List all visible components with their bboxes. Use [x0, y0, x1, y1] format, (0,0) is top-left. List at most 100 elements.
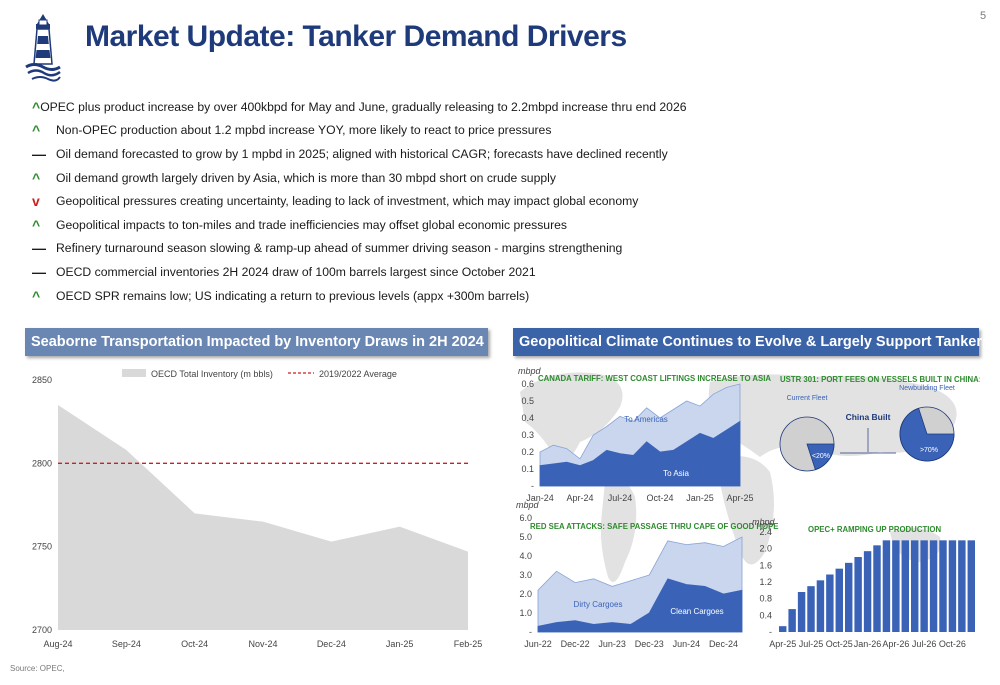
x-tick-label: Feb-25: [454, 639, 483, 649]
x-tick-label: Dec-22: [561, 639, 590, 649]
x-tick-label: Jun-22: [524, 639, 552, 649]
series-label: Clean Cargoes: [670, 607, 723, 616]
series-area-inner: [537, 578, 743, 633]
x-tick-label: Sep-24: [112, 639, 141, 649]
left-panel-title: Seaborne Transportation Impacted by Inve…: [25, 328, 488, 356]
x-tick-label: Jun-24: [673, 639, 701, 649]
y-tick-label: 0.8: [759, 594, 772, 604]
y-tick-label: 2.0: [519, 589, 532, 599]
up-arrow-icon: ^: [32, 169, 41, 186]
bar: [826, 574, 834, 632]
bullet-text: Refinery turnaround season slowing & ram…: [56, 241, 623, 256]
bullet-text: Oil demand forecasted to grow by 1 mpbd …: [56, 146, 668, 161]
y-tick-label: 2850: [32, 375, 52, 385]
up-arrow-icon: ^: [32, 216, 41, 233]
bar: [835, 568, 843, 632]
pie-slice-china: [806, 443, 835, 471]
x-tick-label: Aug-24: [43, 639, 72, 649]
world-map-background: [520, 372, 957, 582]
page-number: 5: [980, 10, 987, 22]
bullet-text: Oil demand growth largely driven by Asia…: [56, 170, 556, 185]
bullet-item: ^ Geopolitical impacts to ton-miles and t…: [32, 213, 672, 237]
x-tick-label: Nov-24: [248, 639, 277, 649]
x-tick-label: Oct-26: [939, 639, 966, 649]
bullet-text: Non-OPEC production about 1.2 mpbd incre…: [56, 123, 552, 138]
page-title: Market Update: Tanker Demand Drivers: [85, 20, 627, 53]
bar: [845, 562, 853, 632]
bar: [920, 540, 928, 632]
y-tick-label: 3.0: [519, 570, 532, 580]
y-tick-label: 2.4: [759, 527, 772, 537]
bullet-text: OECD SPR remains low; US indicating a re…: [56, 288, 530, 303]
dash-icon: —: [32, 240, 46, 257]
bullet-item: — Oil demand forecasted to grow by 1 mpbd…: [32, 142, 672, 166]
lighthouse-logo-icon: [25, 14, 61, 82]
bullet-item: — Refinery turnaround season slowing & ra…: [32, 237, 672, 261]
x-tick-label: Dec-24: [709, 639, 738, 649]
pie-label: <20%: [812, 453, 830, 460]
bar: [779, 626, 787, 632]
bar: [873, 545, 881, 632]
legend-label-inventory: OECD Total Inventory (m bbls): [151, 369, 273, 379]
x-tick-label: Apr-26: [882, 639, 909, 649]
y-unit-label: mbpd: [752, 517, 776, 527]
bar: [929, 540, 938, 632]
x-tick-label: Apr-25: [769, 639, 796, 649]
up-arrow-icon: ^: [32, 287, 41, 304]
y-tick-label: -: [769, 627, 772, 637]
source-note: Source: OPEC,: [10, 664, 65, 673]
bullet-text: OPEC plus product increase by over 400kb…: [40, 99, 687, 114]
dash-icon: —: [32, 263, 46, 280]
bullet-item: ^ Non-OPEC production about 1.2 mpbd incr…: [32, 119, 672, 143]
y-tick-label: 0.6: [521, 379, 534, 389]
down-arrow-icon: v: [32, 193, 40, 210]
y-tick-label: 0.2: [521, 447, 534, 457]
x-tick-label: Dec-23: [635, 639, 664, 649]
x-tick-label: Apr-25: [726, 493, 753, 503]
x-tick-label: Jan-25: [686, 493, 714, 503]
chart-title: OPEC+ RAMPING UP PRODUCTION: [808, 525, 941, 534]
x-tick-label: Oct-24: [646, 493, 673, 503]
x-tick-label: Apr-24: [566, 493, 593, 503]
x-tick-label: Jul-24: [608, 493, 633, 503]
bullet-text: Geopolitical pressures creating uncertai…: [56, 194, 639, 209]
pie-slice-china: [899, 407, 955, 462]
bar: [854, 557, 862, 632]
geopolitical-charts: CANADA TARIFF: WEST COAST LIFTINGS INCRE…: [516, 366, 980, 649]
x-tick-label: Jun-23: [598, 639, 626, 649]
bullet-text: OECD commercial inventories 2H 2024 draw…: [56, 264, 536, 279]
bar: [911, 540, 919, 632]
bar: [882, 540, 891, 632]
pie-name: Current Fleet: [787, 395, 828, 402]
bullet-text: Geopolitical impacts to ton-miles and tr…: [56, 217, 567, 232]
y-tick-label: 2.0: [759, 544, 772, 554]
bar: [788, 609, 796, 632]
legend-label-average: 2019/2022 Average: [319, 369, 397, 379]
bar: [967, 540, 975, 632]
y-unit-label: mbpd: [518, 366, 542, 376]
bullet-item: v Geopolitical pressures creating uncerta…: [32, 189, 672, 213]
y-tick-label: 6.0: [519, 513, 532, 523]
up-arrow-icon: ^: [32, 98, 41, 115]
bar: [797, 592, 806, 632]
bullet-list: ^ OPEC plus product increase by over 400k…: [32, 95, 687, 307]
y-tick-label: 5.0: [519, 532, 532, 542]
y-tick-label: 0.1: [521, 464, 534, 474]
bar: [816, 580, 825, 632]
y-tick-label: 0.4: [521, 413, 534, 423]
y-tick-label: 0.3: [521, 430, 534, 440]
oecd-inventory-chart: OECD Total Inventory (m bbls) 2019/2022 A…: [32, 369, 483, 649]
x-tick-label: Jan-24: [526, 493, 554, 503]
center-label: China Built: [846, 412, 891, 422]
x-tick-label: Jul-26: [912, 639, 937, 649]
x-tick-label: Jul-25: [799, 639, 824, 649]
y-tick-label: 1.6: [759, 560, 772, 570]
bullet-item: ^ Oil demand growth largely driven by Asi…: [32, 166, 672, 190]
chart-title: USTR 301: PORT FEES ON VESSELS BUILT IN …: [780, 375, 980, 384]
up-arrow-icon: ^: [32, 122, 41, 139]
series-label: Dirty Cargoes: [574, 600, 623, 609]
y-tick-label: -: [531, 481, 534, 491]
chart-title: CANADA TARIFF: WEST COAST LIFTINGS INCRE…: [538, 374, 771, 383]
x-tick-label: Oct-24: [181, 639, 208, 649]
